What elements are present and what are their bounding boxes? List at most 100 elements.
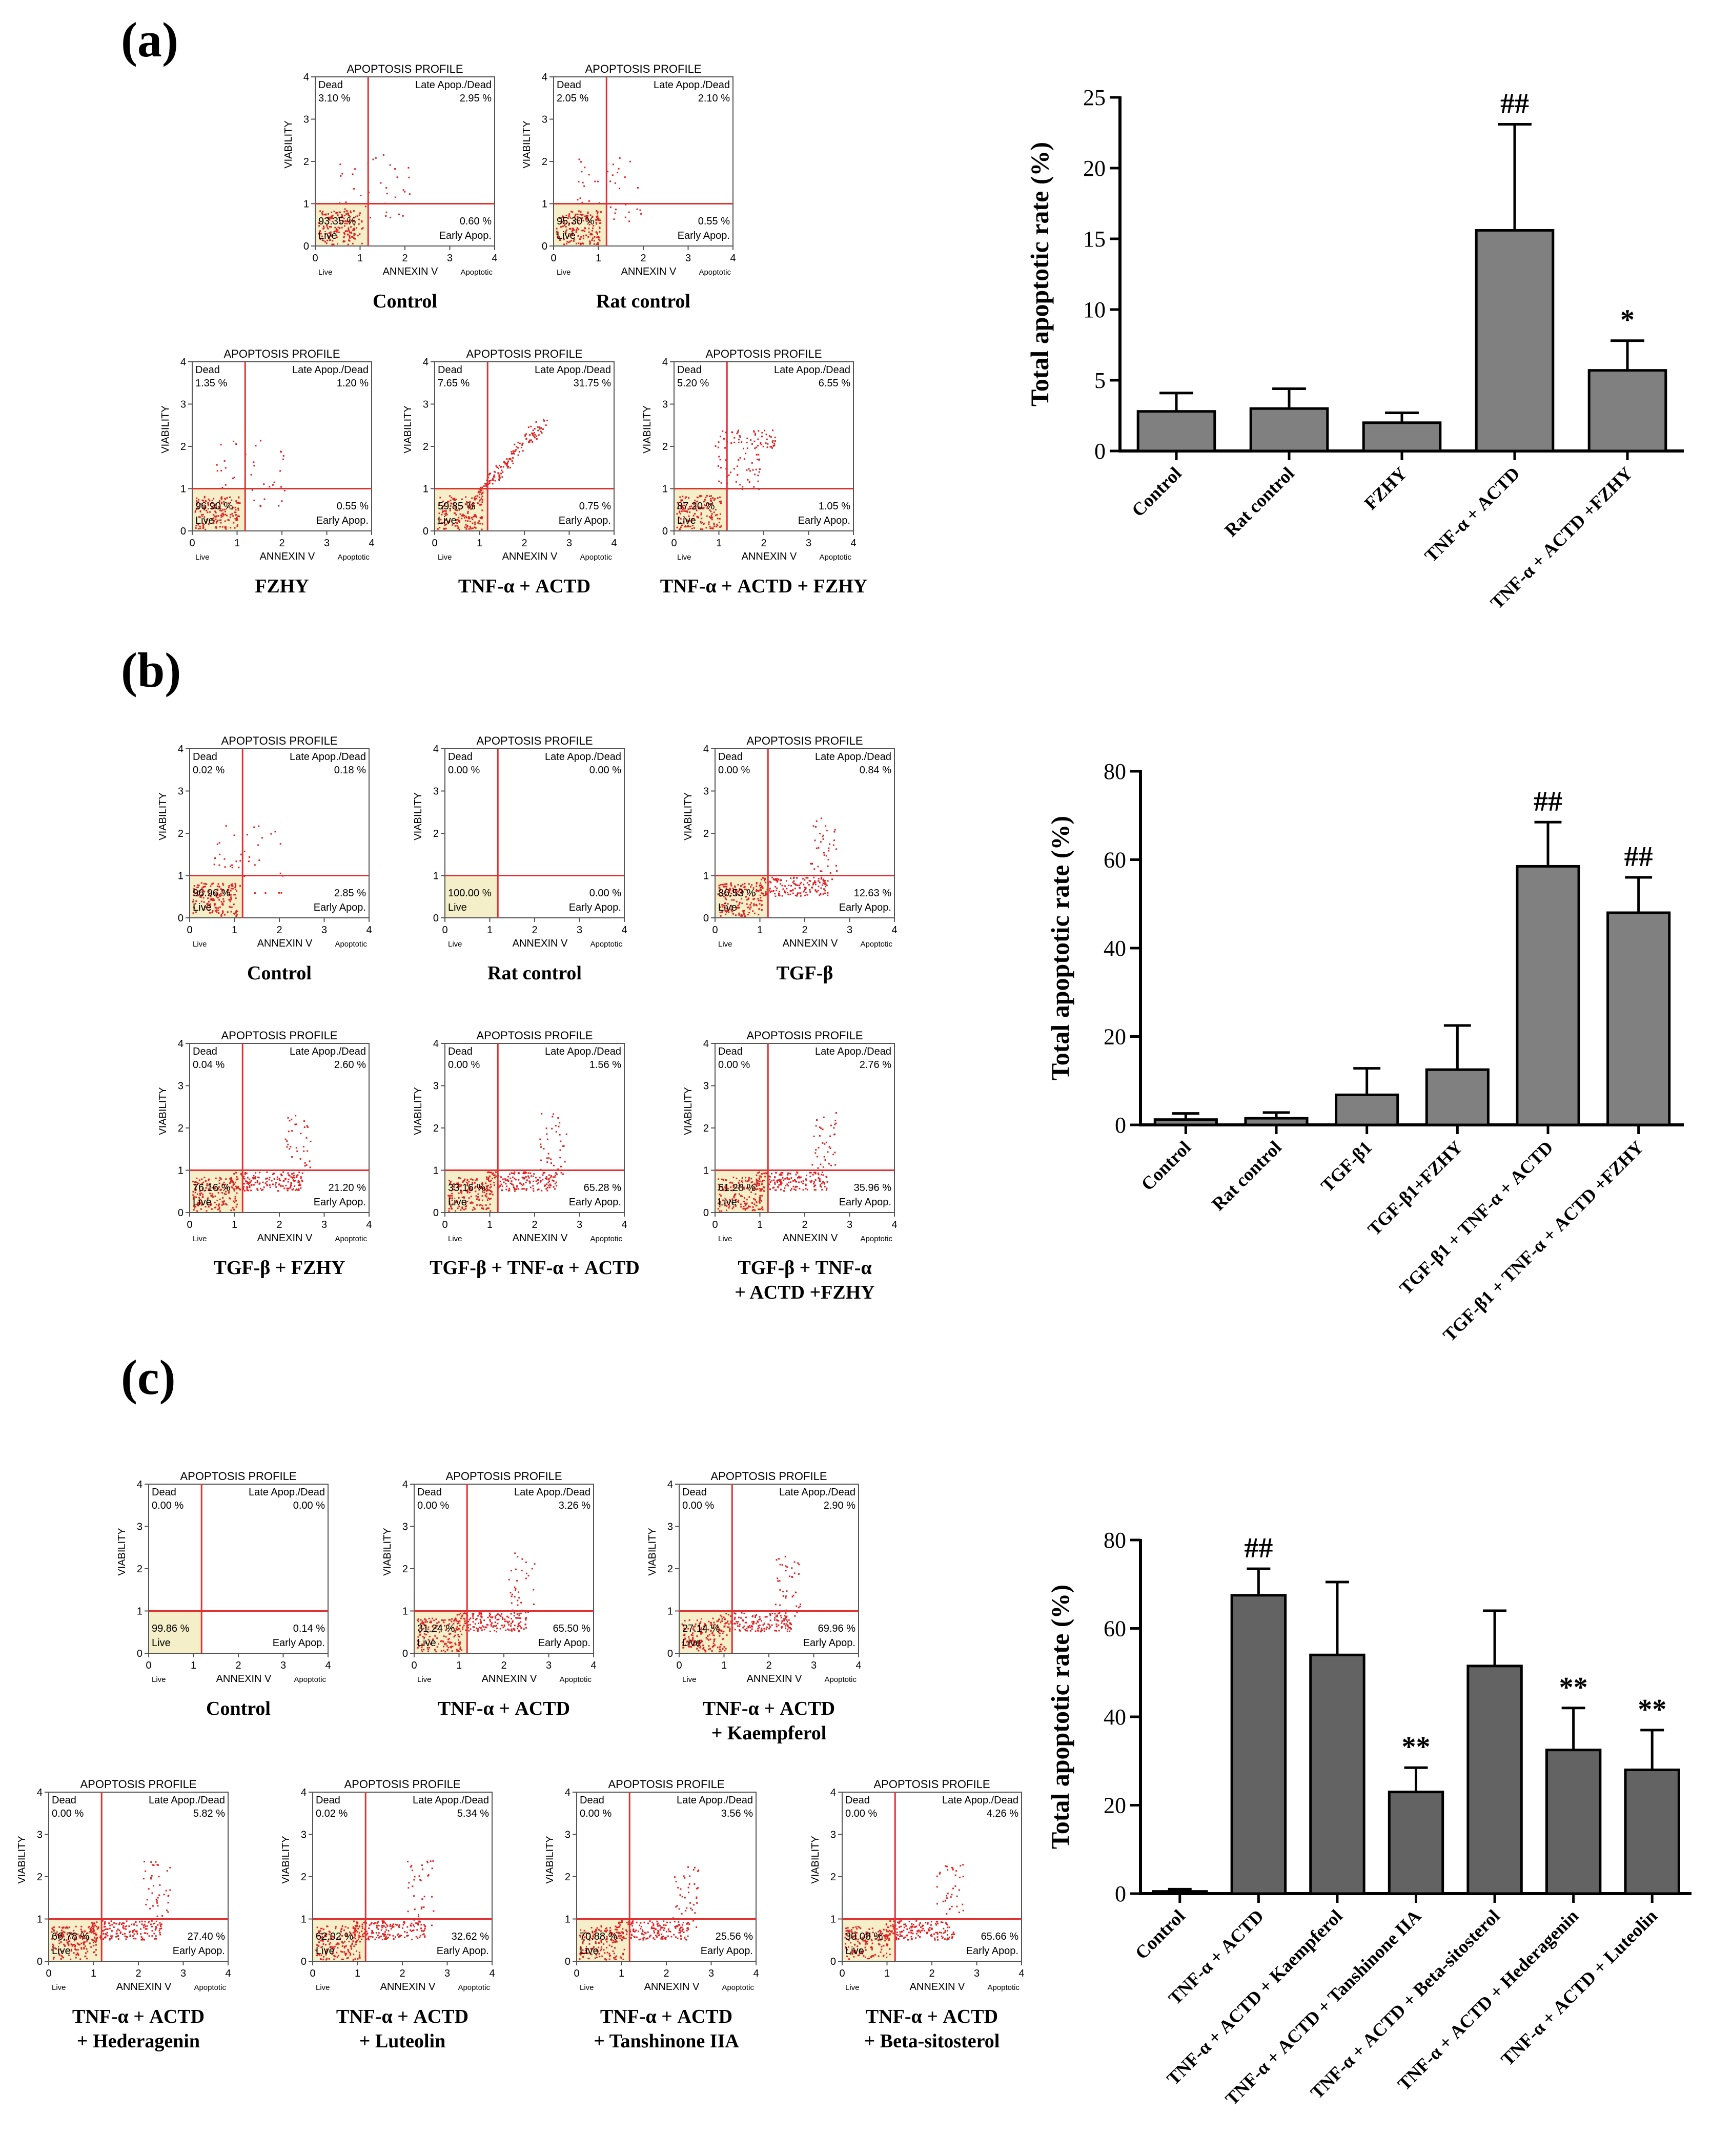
y-tick-label: 3 (37, 1830, 43, 1841)
x-tick-label: 3 (847, 925, 852, 936)
x-tick-label: 3 (321, 925, 327, 936)
x-axis-title: ANNEXIN V (513, 1233, 568, 1244)
y-tick-label: 2 (178, 1123, 184, 1134)
plot-caption: TNF-α + ACTD (72, 2006, 205, 2027)
flow-plot-title: APOPTOSIS PROFILE (180, 1470, 297, 1483)
dead-quadrant-label: Dead (152, 1487, 176, 1498)
dead-quadrant-value: 3.10 % (318, 93, 350, 104)
dead-quadrant-value: 0.00 % (52, 1808, 84, 1819)
y-axis-title: VIABILITY (683, 1087, 694, 1135)
early-quadrant-value: 65.66 % (981, 1931, 1019, 1942)
x-tick-label: 3 (546, 1660, 552, 1671)
flow-plot-title: APOPTOSIS PROFILE (477, 1029, 593, 1042)
y-tick-label: 2 (703, 1123, 709, 1134)
dead-quadrant-label: Dead (557, 79, 581, 91)
flow-plot: APOPTOSIS PROFILE Dead 0.00 % Late Apop./De… (544, 1778, 759, 2052)
significance-marker: ## (1244, 1532, 1273, 1564)
y-tick-label: 2 (37, 1872, 43, 1883)
y-axis-title: VIABILITY (647, 1528, 658, 1575)
y-axis-title: VIABILITY (402, 405, 414, 453)
x-tick-label: 4 (891, 925, 897, 936)
y-tick-label: 2 (178, 828, 184, 839)
event-dots (437, 419, 548, 530)
y-tick-label: 0 (303, 241, 309, 252)
bar (1545, 1749, 1602, 1895)
y-tick-label: 2 (433, 828, 439, 839)
late-quadrant-value: 3.26 % (559, 1500, 590, 1511)
significance-marker: ** (1559, 1672, 1588, 1703)
y-tick-label: 40 (1104, 936, 1126, 961)
y-tick-label: 80 (1104, 759, 1126, 784)
plot-caption: Rat control (596, 291, 690, 312)
significance-marker: ** (1638, 1694, 1666, 1726)
plot-caption: TGF-β (777, 962, 833, 984)
y-axis-title: VIABILITY (116, 1528, 128, 1575)
y-tick-label: 3 (433, 786, 439, 797)
plot-caption: TNF-α + ACTD (336, 2006, 468, 2027)
x-tick-label: 0 (442, 925, 447, 936)
late-quadrant-label: Late Apop./Dead (292, 364, 369, 376)
x-tick-label: 0 (676, 1660, 682, 1671)
late-quadrant-label: Late Apop./Dead (415, 79, 492, 91)
late-quadrant-value: 2.95 % (460, 93, 492, 104)
x-axis-title: ANNEXIN V (783, 1233, 838, 1244)
x-tick-label: 4 (621, 1219, 627, 1230)
late-quadrant-value: 2.60 % (334, 1059, 366, 1071)
event-dots (417, 1552, 536, 1653)
category-label: Rat control (1220, 463, 1298, 541)
live-quadrant-value: 93.35 % (318, 216, 356, 227)
x-tick-label: 2 (929, 1968, 934, 1979)
dead-quadrant-label: Dead (193, 1046, 217, 1057)
x-tick-label: 0 (187, 925, 192, 936)
y-tick-label: 2 (565, 1872, 570, 1883)
late-quadrant-value: 0.00 % (293, 1500, 325, 1511)
y-tick-label: 3 (433, 1081, 439, 1092)
y-tick-label: 1 (662, 484, 668, 495)
flow-plot-title: APOPTOSIS PROFILE (706, 347, 822, 360)
bar (1309, 1653, 1365, 1895)
late-quadrant-label: Late Apop./Dead (249, 1487, 325, 1498)
x-tick-label: 3 (806, 538, 811, 549)
early-quadrant-value: 25.56 % (716, 1931, 753, 1942)
early-quadrant-label: Early Apop. (803, 1637, 855, 1649)
x-tick-label: 3 (566, 538, 572, 549)
late-quadrant-value: 0.18 % (334, 765, 366, 776)
dead-quadrant-label: Dead (580, 1795, 604, 1806)
x-tick-label: 1 (487, 1219, 493, 1230)
x-tick-label: 2 (802, 1219, 807, 1230)
y-tick-label: 0 (703, 1207, 709, 1219)
y-tick-label: 1 (433, 871, 439, 882)
x-apoptotic-label: Apoptotic (987, 1983, 1020, 1992)
plot-caption: Control (247, 962, 312, 984)
flow-plot-title: APOPTOSIS PROFILE (477, 734, 593, 747)
late-quadrant-value: 2.90 % (824, 1500, 855, 1511)
plot-caption: TNF-α + ACTD (866, 2006, 998, 2027)
x-apoptotic-label: Apoptotic (590, 1235, 622, 1243)
x-live-label: Live (718, 940, 732, 949)
x-tick-label: 2 (640, 253, 646, 264)
y-tick-label: 2 (667, 1564, 673, 1575)
y-tick-label: 0 (542, 241, 547, 252)
live-quadrant-label: Live (682, 1637, 701, 1649)
x-apoptotic-label: Apoptotic (337, 553, 370, 562)
x-tick-label: 0 (411, 1660, 417, 1671)
y-tick-label: 60 (1104, 848, 1126, 873)
x-axis-title: ANNEXIN V (383, 266, 438, 277)
bar (1425, 1068, 1490, 1126)
y-tick-label: 2 (180, 441, 186, 453)
y-tick-label: 4 (830, 1787, 836, 1798)
x-tick-label: 2 (276, 925, 282, 936)
event-dots (318, 154, 411, 245)
live-quadrant-label: Live (193, 902, 212, 913)
late-quadrant-label: Late Apop./Dead (815, 1046, 891, 1057)
dead-quadrant-label: Dead (845, 1795, 870, 1806)
x-live-label: Live (677, 553, 691, 562)
y-tick-label: 0 (662, 526, 668, 537)
y-axis-title: VIABILITY (382, 1528, 393, 1575)
x-tick-label: 4 (753, 1968, 759, 1979)
flow-plot-title: APOPTOSIS PROFILE (747, 1029, 863, 1042)
y-tick-label: 0 (1115, 1113, 1126, 1138)
x-tick-label: 0 (712, 1219, 718, 1230)
x-tick-label: 2 (279, 538, 284, 549)
bar (1466, 1665, 1523, 1895)
